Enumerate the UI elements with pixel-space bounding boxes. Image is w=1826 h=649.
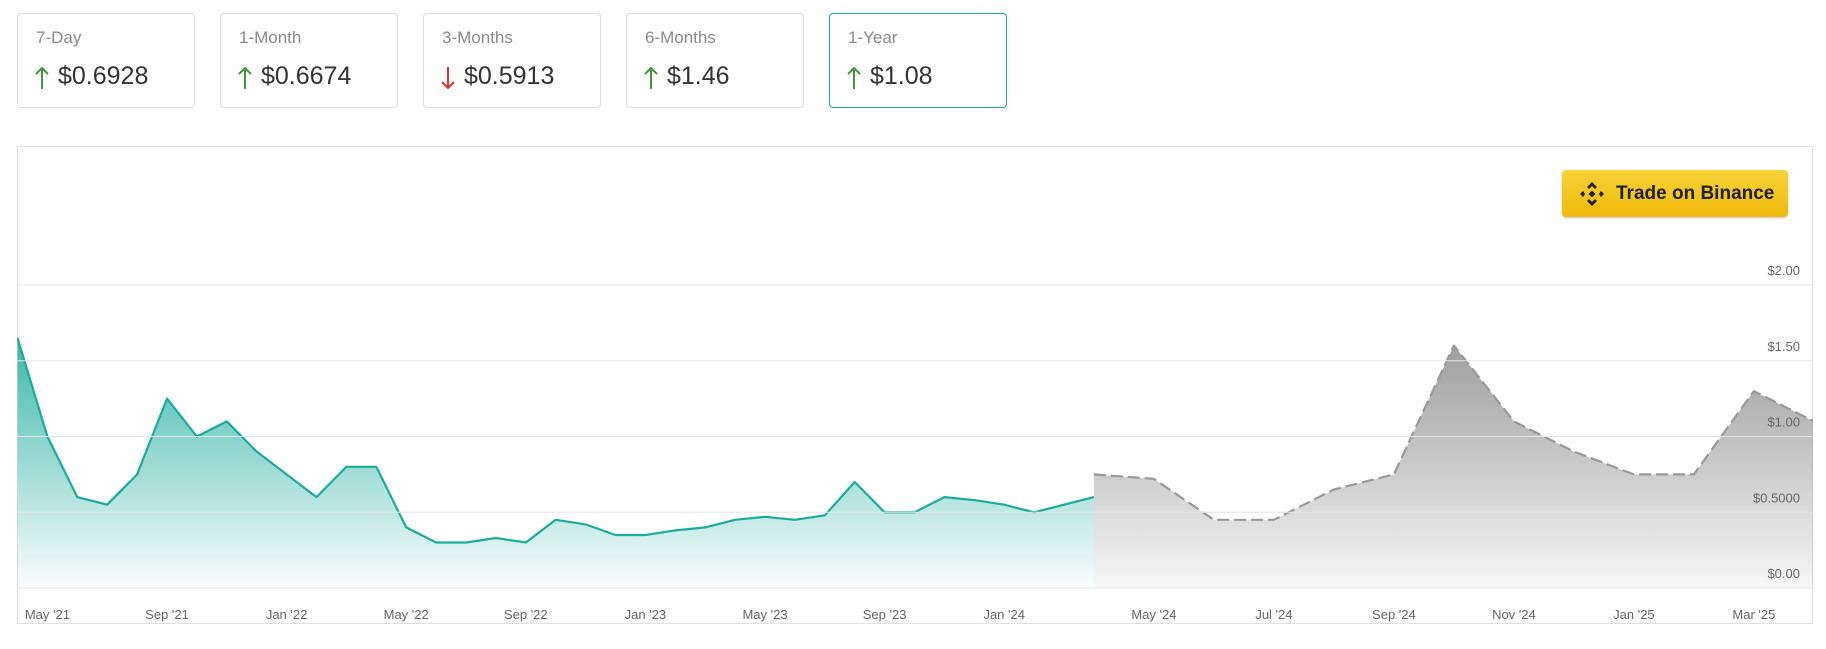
x-tick-label: Sep '24: [1372, 607, 1416, 622]
period-card[interactable]: 7-Day $0.6928: [17, 13, 195, 108]
card-label: 6-Months: [645, 28, 716, 47]
x-tick-label: Jan '22: [266, 607, 308, 622]
binance-icon: [1580, 182, 1604, 206]
card-value: $0.6928: [58, 62, 149, 90]
y-tick-label: $1.00: [1767, 415, 1800, 430]
arrow-up: [644, 66, 658, 89]
card-value: $1.46: [667, 62, 730, 90]
card-label: 3-Months: [442, 28, 513, 47]
arrow-up: [238, 66, 252, 89]
period-card[interactable]: 6-Months $1.46: [626, 13, 804, 108]
card-label: 1-Year: [848, 28, 898, 47]
arrow-down: [441, 67, 455, 90]
card-label: 1-Month: [239, 28, 302, 47]
y-tick-label: $2.00: [1767, 263, 1800, 278]
x-tick-label: Jul '24: [1255, 607, 1292, 622]
arrow-up: [847, 66, 861, 89]
x-tick-label: Sep '21: [145, 607, 189, 622]
x-tick-label: Jan '25: [1613, 607, 1655, 622]
x-tick-label: Jan '24: [983, 607, 1025, 622]
x-tick-label: May '22: [384, 607, 429, 622]
area: [17, 338, 1094, 588]
price-line: [1093, 344, 1813, 521]
y-tick-label: $0.5000: [1753, 490, 1800, 505]
trade-button[interactable]: Trade on Binance: [1562, 170, 1788, 217]
x-tick-label: May '24: [1131, 607, 1176, 622]
card-value: $0.6674: [261, 62, 352, 90]
y-tick-label: $1.50: [1767, 339, 1800, 354]
x-tick-label: Sep '23: [863, 607, 907, 622]
x-tick-label: May '23: [742, 607, 787, 622]
period-card[interactable]: 1-Year $1.08: [829, 13, 1007, 108]
x-tick-label: Sep '22: [504, 607, 548, 622]
button-label: Trade on Binance: [1616, 183, 1775, 204]
x-tick-label: May '21: [25, 607, 70, 622]
x-tick-label: Nov '24: [1492, 607, 1536, 622]
arrow-up: [35, 66, 49, 89]
period-card[interactable]: 1-Month $0.6674: [220, 13, 398, 108]
period-card[interactable]: 3-Months $0.5913: [423, 13, 601, 108]
area: [1093, 345, 1813, 588]
card-value: $1.08: [870, 62, 933, 90]
card-label: 7-Day: [36, 28, 82, 47]
y-tick-label: $0.00: [1767, 566, 1800, 581]
x-tick-label: Jan '23: [625, 607, 667, 622]
x-tick-label: Mar '25: [1732, 607, 1775, 622]
card-value: $0.5913: [464, 62, 555, 90]
